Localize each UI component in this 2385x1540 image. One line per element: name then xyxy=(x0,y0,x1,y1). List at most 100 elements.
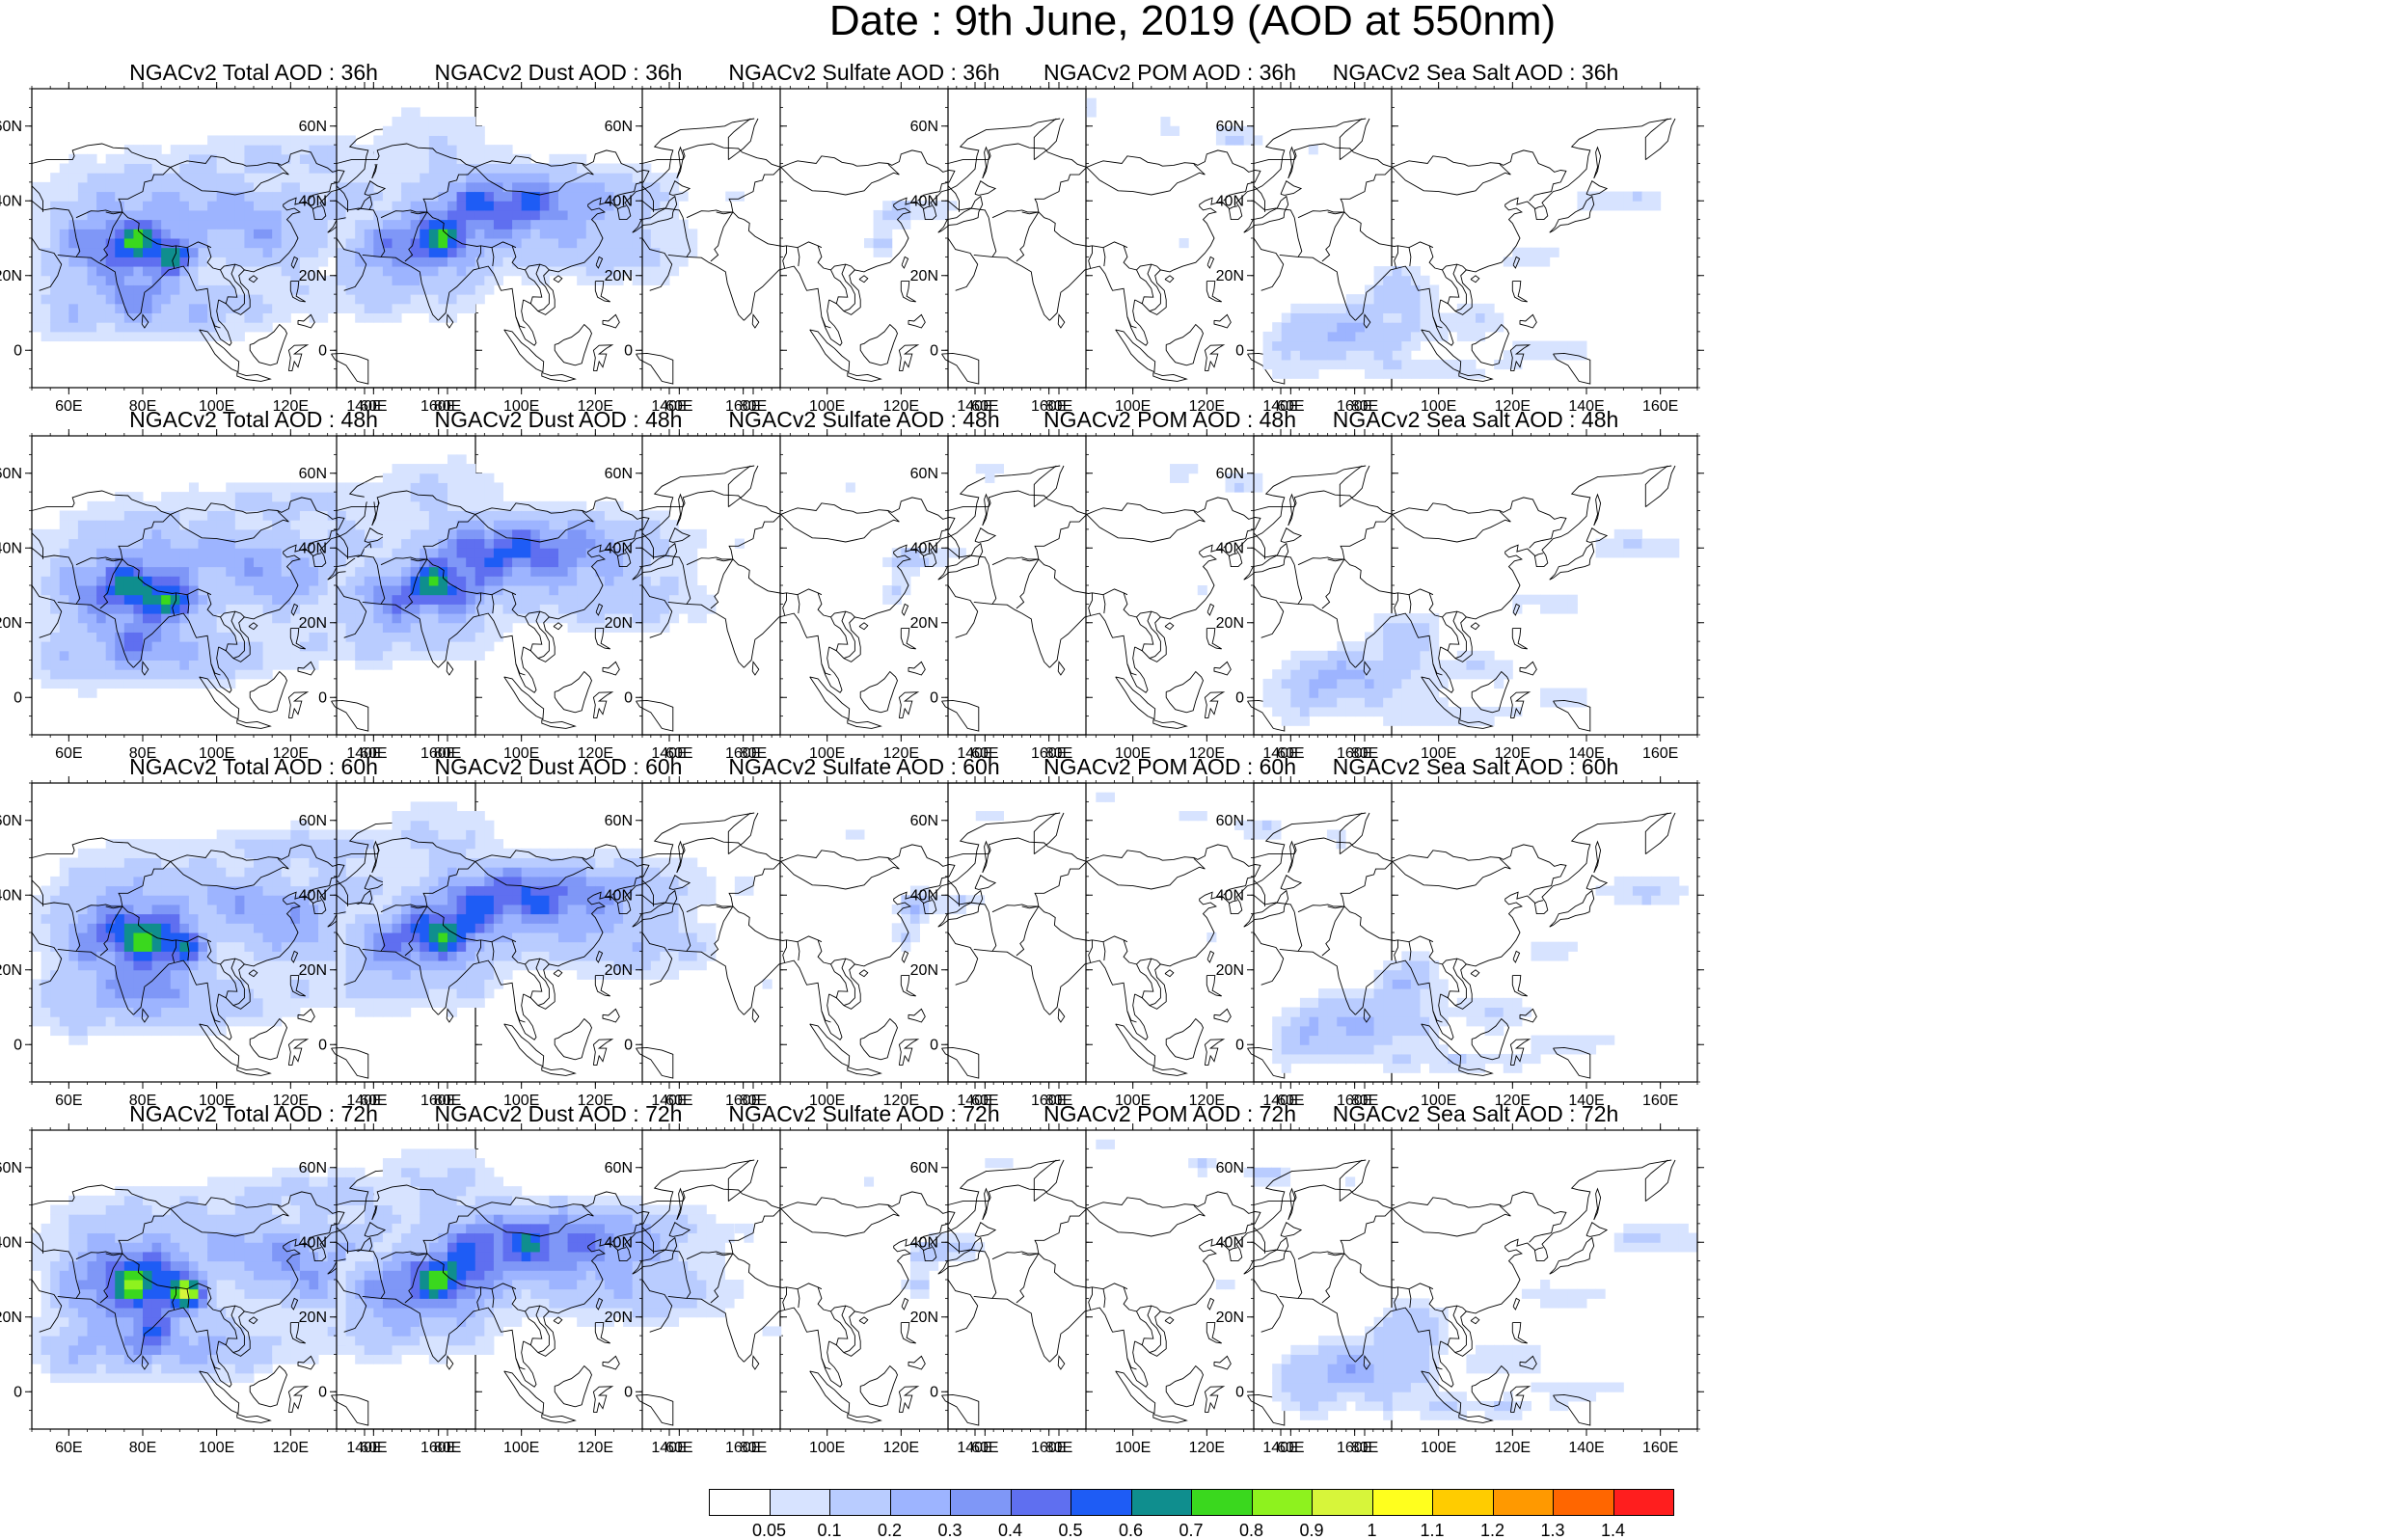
lon-tick-label: 80E xyxy=(740,1440,767,1456)
lat-tick-label: 40N xyxy=(1216,193,1244,209)
lon-tick-label: 80E xyxy=(129,1440,156,1456)
lat-tick-label: 0 xyxy=(1235,1037,1244,1053)
colorbar-swatch xyxy=(829,1489,891,1516)
lat-tick-label: 40N xyxy=(1216,1234,1244,1251)
lat-tick-label: 0 xyxy=(930,1384,938,1400)
lon-tick-label: 60E xyxy=(971,1440,998,1456)
lat-tick-label: 20N xyxy=(910,962,938,979)
lat-tick-label: 60N xyxy=(0,119,22,135)
colorbar-swatch xyxy=(1613,1489,1675,1516)
lat-tick-label: 60N xyxy=(299,119,327,135)
lat-tick-label: 0 xyxy=(624,1037,633,1053)
colorbar-label: 0.1 xyxy=(805,1522,854,1539)
lat-tick-label: 0 xyxy=(1235,1384,1244,1400)
lat-tick-label: 60N xyxy=(605,466,633,482)
lat-tick-label: 0 xyxy=(14,1037,22,1053)
lat-tick-label: 0 xyxy=(624,1384,633,1400)
panel-title: NGACv2 Sea Salt AOD : 72h xyxy=(1254,1101,1697,1126)
lat-tick-label: 0 xyxy=(318,1037,327,1053)
lat-tick-label: 20N xyxy=(1216,1310,1244,1326)
lat-tick-label: 0 xyxy=(624,342,633,359)
lon-tick-label: 100E xyxy=(809,1440,845,1456)
colorbar-swatch xyxy=(709,1489,771,1516)
lon-tick-label: 120E xyxy=(273,1440,309,1456)
colorbar-label: 0.7 xyxy=(1167,1522,1215,1539)
lon-tick-label: 80E xyxy=(1045,1440,1072,1456)
lat-tick-label: 0 xyxy=(1235,689,1244,706)
lon-tick-label: 140E xyxy=(1568,1440,1604,1456)
lat-tick-label: 20N xyxy=(910,615,938,632)
lon-tick-label: 80E xyxy=(1351,1440,1378,1456)
lat-tick-label: 60N xyxy=(605,813,633,829)
lat-tick-label: 40N xyxy=(0,540,22,556)
lat-tick-label: 60N xyxy=(910,1160,938,1176)
lat-tick-label: 20N xyxy=(605,268,633,284)
lat-tick-label: 60N xyxy=(0,813,22,829)
lat-tick-label: 20N xyxy=(910,1310,938,1326)
lat-tick-label: 40N xyxy=(605,1234,633,1251)
lon-tick-label: 80E xyxy=(434,1440,461,1456)
lat-tick-label: 0 xyxy=(14,689,22,706)
lat-tick-label: 60N xyxy=(605,119,633,135)
lon-tick-label: 60E xyxy=(360,1440,387,1456)
lat-tick-label: 40N xyxy=(0,193,22,209)
colorbar-label: 1.2 xyxy=(1469,1522,1517,1539)
lat-tick-label: 20N xyxy=(605,615,633,632)
colorbar-swatch xyxy=(770,1489,831,1516)
lat-tick-label: 60N xyxy=(0,466,22,482)
lon-tick-label: 120E xyxy=(1495,1440,1531,1456)
colorbar-label: 1 xyxy=(1348,1522,1396,1539)
lat-tick-label: 60N xyxy=(299,1160,327,1176)
lat-tick-label: 20N xyxy=(910,268,938,284)
colorbar-swatch xyxy=(1432,1489,1494,1516)
lat-tick-label: 20N xyxy=(1216,962,1244,979)
colorbar-label: 0.8 xyxy=(1228,1522,1276,1539)
lat-tick-label: 0 xyxy=(14,1384,22,1400)
lat-tick-label: 0 xyxy=(930,689,938,706)
lat-tick-label: 60N xyxy=(299,813,327,829)
lat-tick-label: 20N xyxy=(1216,268,1244,284)
colorbar-label: 0.05 xyxy=(745,1522,794,1539)
lon-tick-label: 60E xyxy=(665,1440,692,1456)
lat-tick-label: 20N xyxy=(605,1310,633,1326)
lat-tick-label: 20N xyxy=(0,1310,22,1326)
colorbar-swatch xyxy=(950,1489,1012,1516)
lat-tick-label: 20N xyxy=(0,268,22,284)
lat-tick-label: 60N xyxy=(1216,1160,1244,1176)
lat-tick-label: 20N xyxy=(605,962,633,979)
colorbar-swatch xyxy=(1553,1489,1614,1516)
lat-tick-label: 60N xyxy=(1216,466,1244,482)
lat-tick-label: 0 xyxy=(930,1037,938,1053)
colorbar-label: 0.4 xyxy=(987,1522,1035,1539)
lat-tick-label: 20N xyxy=(299,962,327,979)
colorbar-swatch xyxy=(890,1489,952,1516)
lon-tick-label: 120E xyxy=(578,1440,613,1456)
colorbar-label: 1.3 xyxy=(1529,1522,1577,1539)
lon-tick-label: 120E xyxy=(1189,1440,1225,1456)
colorbar-swatch xyxy=(1131,1489,1193,1516)
lat-tick-label: 40N xyxy=(605,887,633,904)
lat-tick-label: 60N xyxy=(605,1160,633,1176)
colorbar-swatch xyxy=(1011,1489,1072,1516)
figure-title: Date : 9th June, 2019 (AOD at 550nm) xyxy=(0,0,2385,42)
lon-tick-label: 100E xyxy=(1421,1440,1456,1456)
lon-tick-label: 60E xyxy=(55,1440,82,1456)
lat-tick-label: 60N xyxy=(299,466,327,482)
aod-field xyxy=(1263,529,1680,726)
lat-tick-label: 60N xyxy=(1216,813,1244,829)
aod-field xyxy=(1263,192,1662,379)
lat-tick-label: 40N xyxy=(1216,887,1244,904)
lat-tick-label: 0 xyxy=(318,342,327,359)
colorbar-label: 0.2 xyxy=(866,1522,914,1539)
lat-tick-label: 40N xyxy=(1216,540,1244,556)
lat-tick-label: 40N xyxy=(605,193,633,209)
lat-tick-label: 0 xyxy=(318,689,327,706)
colorbar-swatch xyxy=(1071,1489,1132,1516)
lat-tick-label: 60N xyxy=(910,466,938,482)
colorbar-swatch xyxy=(1312,1489,1373,1516)
